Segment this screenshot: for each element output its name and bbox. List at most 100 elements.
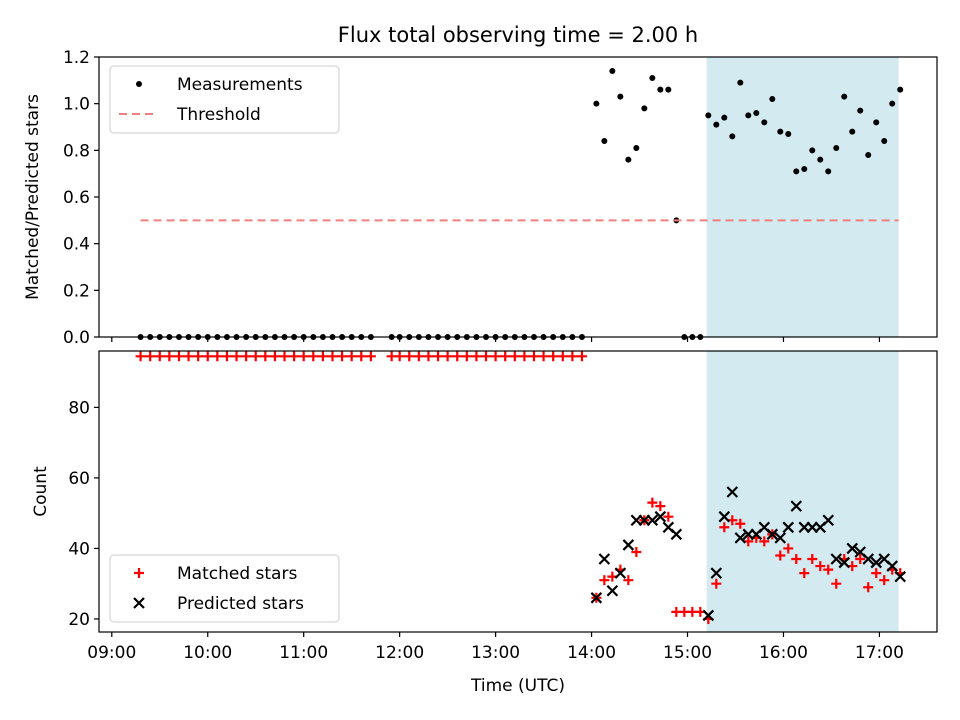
matched-star-marker [317, 351, 328, 362]
legend-box [109, 65, 340, 134]
matched-star-marker [791, 554, 802, 565]
y-tick-label: 1.0 [63, 95, 90, 115]
predicted-star-marker [614, 567, 627, 579]
matched-star-marker [327, 351, 338, 362]
matched-star-marker [538, 351, 549, 362]
y-tick-label: 0.4 [63, 235, 90, 255]
data-point [801, 166, 808, 172]
y-tick-label: 60 [68, 469, 90, 489]
data-point [601, 138, 608, 144]
matched-star-marker [442, 351, 453, 362]
predicted-star-marker [790, 500, 803, 512]
matched-star-marker [241, 351, 252, 362]
highlight-span [706, 57, 899, 337]
data-point [857, 107, 864, 114]
matched-star-marker [183, 351, 194, 362]
matched-star-marker [202, 351, 213, 362]
x-tick-label: 09:00 [87, 643, 136, 663]
y-tick-label: 0.0 [63, 328, 90, 348]
matched-star-marker [279, 351, 290, 362]
predicted-star-marker [894, 570, 906, 583]
data-point [665, 86, 672, 93]
matched-star-marker [481, 351, 492, 362]
matched-star-marker [433, 351, 444, 362]
matched-star-marker [759, 536, 770, 547]
legend-label: Threshold [176, 105, 261, 125]
matched-star-marker [655, 501, 666, 512]
matched-star-marker [221, 351, 232, 362]
data-point [769, 96, 776, 102]
data-point [617, 93, 624, 100]
data-point [745, 112, 752, 119]
data-point [809, 147, 816, 154]
matched-star-marker [631, 546, 642, 557]
matched-star-marker [135, 351, 146, 362]
bottom-subplot: 20 40 60 80 09:00 10:00 11:00 12:00 13:00 14:00 15… [31, 350, 938, 696]
matched-star-marker [855, 554, 866, 565]
data-point [625, 156, 632, 163]
matched-star-marker [807, 554, 818, 565]
matched-star-marker [308, 351, 319, 362]
matched-star-marker [260, 351, 271, 362]
data-point [833, 145, 840, 151]
data-point [753, 110, 760, 116]
x-tick-label: 13:00 [471, 643, 520, 663]
matched-star-marker [423, 351, 434, 362]
predicted-star-marker [862, 553, 875, 565]
predicted-star-marker [766, 528, 779, 541]
data-point [649, 75, 656, 81]
y-tick-label: 40 [68, 539, 90, 559]
matched-star-marker [154, 351, 165, 362]
predicted-star-marker [702, 609, 715, 622]
predicted-star-marker [606, 584, 619, 597]
matched-star-marker [452, 351, 463, 362]
predicted-star-marker [654, 510, 667, 523]
data-point [641, 105, 648, 112]
chart-title: Flux total observing time = 2.00 h [338, 23, 698, 47]
matched-star-marker [871, 568, 882, 579]
matched-star-marker [711, 578, 722, 589]
data-point [721, 114, 728, 121]
legend-box [109, 554, 340, 623]
matched-star-marker [250, 351, 261, 362]
data-point [793, 168, 800, 175]
matched-star-marker [298, 351, 309, 362]
matched-star-marker [404, 351, 415, 362]
matched-star-marker [231, 351, 242, 362]
data-point [729, 133, 736, 140]
matched-star-marker [413, 351, 424, 362]
predicted-star-marker [646, 514, 659, 527]
y-tick-label: 20 [68, 610, 90, 630]
matched-star-marker [164, 351, 175, 362]
predicted-star-marker [838, 556, 851, 569]
y-axis-label: Matched/Predicted stars [23, 94, 43, 300]
matched-star-marker [863, 582, 874, 593]
data-point [873, 119, 880, 126]
matched-star-marker [289, 351, 300, 362]
matched-star-marker [356, 351, 367, 362]
y-tick-label: 0.6 [63, 188, 90, 208]
top-subplot: 0.0 0.2 0.4 0.6 0.8 1.0 1.2 Matched/Predicted s… [23, 48, 938, 348]
data-point [761, 119, 768, 126]
data-point [713, 121, 720, 128]
legend-label: Matched stars [177, 564, 297, 584]
legend-marker [134, 568, 144, 578]
matched-star-marker [509, 351, 520, 362]
predicted-star-marker [734, 532, 747, 544]
data-point [657, 86, 664, 93]
predicted-star-marker [822, 514, 835, 527]
y-tick-label: 0.8 [63, 141, 90, 161]
x-tick-label: 12:00 [375, 643, 424, 663]
matched-star-marker [193, 351, 204, 362]
matched-star-marker [337, 351, 348, 362]
predicted-star-marker [846, 542, 859, 555]
data-point [633, 145, 640, 151]
matched-star-marker [775, 550, 786, 561]
series-predicted-stars [590, 486, 906, 622]
data-point [609, 68, 616, 74]
predicted-star-marker [830, 553, 843, 565]
predicted-star-marker [726, 486, 739, 498]
predicted-star-marker [598, 553, 611, 565]
predicted-star-marker [718, 510, 731, 523]
data-point [777, 128, 784, 135]
